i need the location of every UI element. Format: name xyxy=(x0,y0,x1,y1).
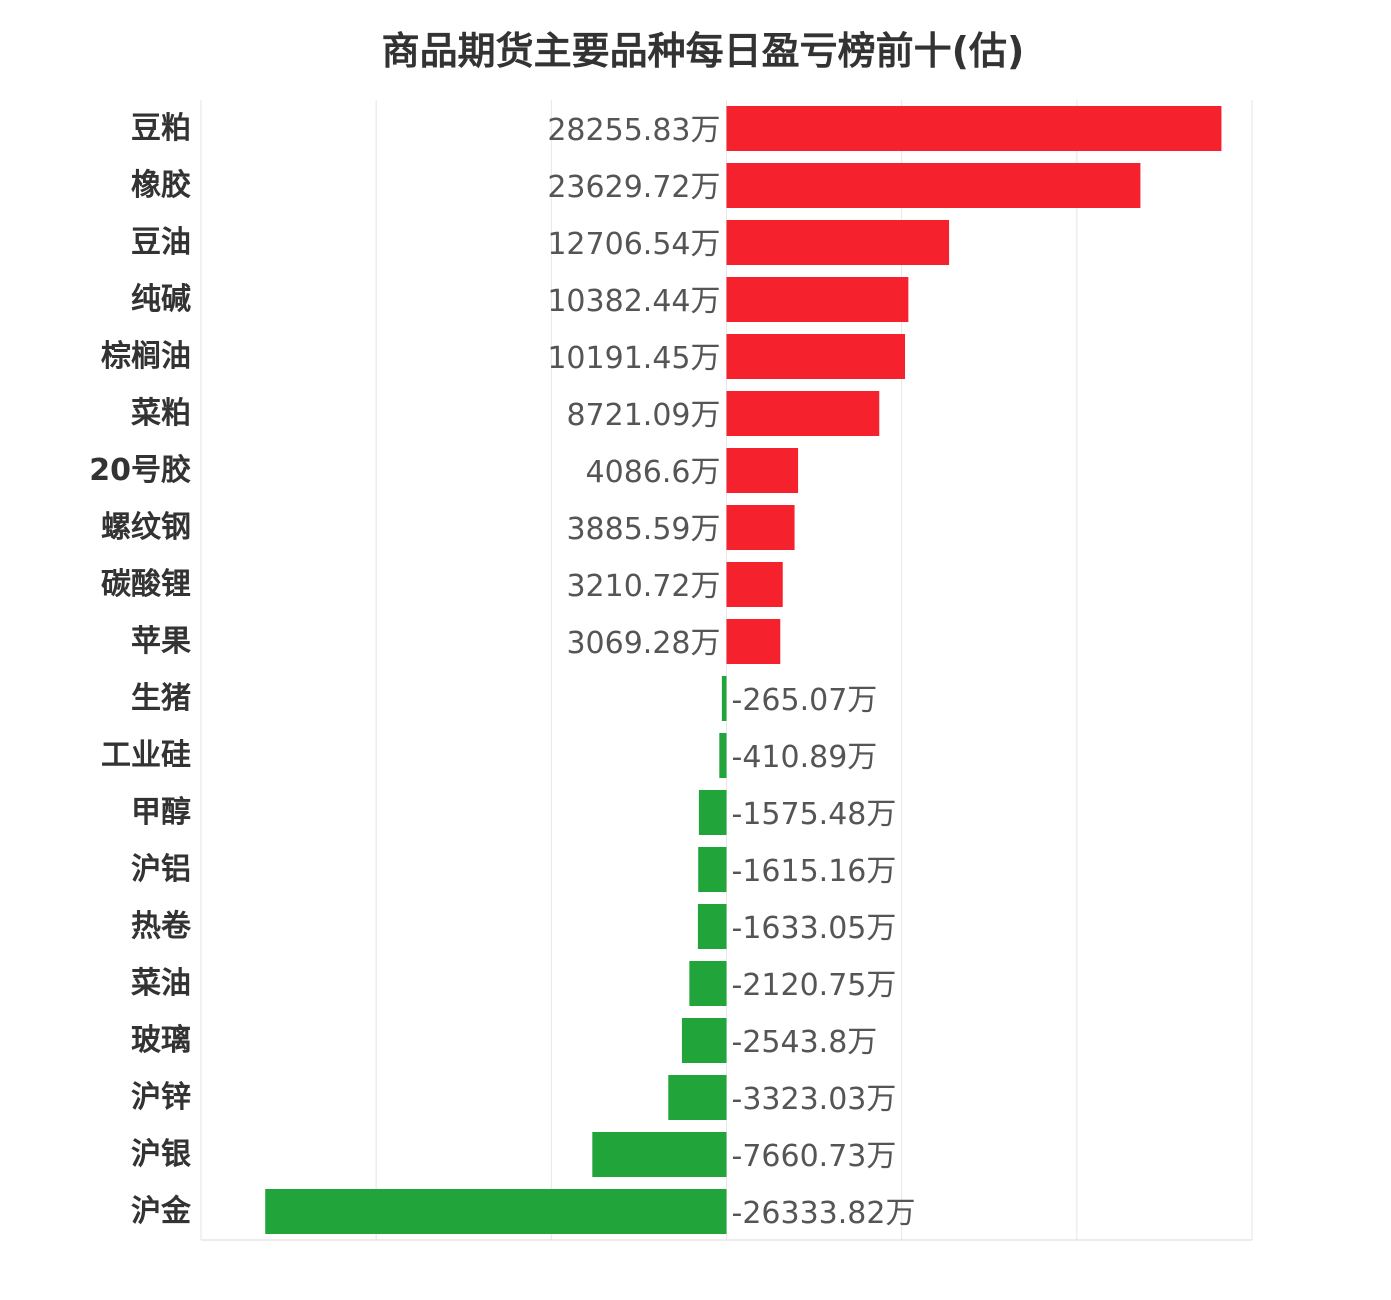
category-label: 生猪 xyxy=(131,681,191,716)
bar xyxy=(726,505,795,550)
bar xyxy=(726,220,950,265)
value-label: 12706.54万 xyxy=(547,227,720,262)
category-label: 菜油 xyxy=(131,966,191,1001)
category-label: 沪金 xyxy=(131,1194,192,1229)
value-label: -3323.03万 xyxy=(732,1082,897,1117)
category-label: 沪锌 xyxy=(131,1080,191,1115)
category-label: 苹果 xyxy=(131,624,191,659)
value-label: 28255.83万 xyxy=(547,113,720,148)
bar xyxy=(668,1075,727,1120)
bar xyxy=(726,334,906,379)
value-label: 3210.72万 xyxy=(566,569,720,604)
value-label: -1633.05万 xyxy=(732,911,897,946)
grid-layer xyxy=(200,100,1253,1241)
category-label: 20号胶 xyxy=(89,453,191,488)
bar xyxy=(265,1189,727,1234)
value-label: 3069.28万 xyxy=(566,626,720,661)
category-label: 菜粕 xyxy=(131,396,191,431)
category-label: 沪银 xyxy=(131,1137,191,1172)
bar xyxy=(726,391,880,436)
value-label: -1575.48万 xyxy=(732,797,897,832)
category-label: 豆油 xyxy=(131,225,191,260)
bar xyxy=(726,619,781,664)
category-label: 碳酸锂 xyxy=(101,567,191,602)
bar xyxy=(726,106,1222,151)
value-label: 10382.44万 xyxy=(547,284,720,319)
category-label: 热卷 xyxy=(131,909,192,944)
bar xyxy=(681,1018,727,1063)
category-label: 螺纹钢 xyxy=(101,510,191,545)
category-label: 甲醇 xyxy=(131,795,191,830)
value-label: -7660.73万 xyxy=(732,1139,897,1174)
value-label: -265.07万 xyxy=(732,683,878,718)
bar xyxy=(726,163,1141,208)
bar xyxy=(726,448,799,493)
bar xyxy=(697,904,727,949)
value-label: 10191.45万 xyxy=(547,341,720,376)
value-label: -2543.8万 xyxy=(732,1025,878,1060)
category-label: 橡胶 xyxy=(131,168,191,203)
bar xyxy=(726,562,783,607)
category-label: 工业硅 xyxy=(101,738,191,773)
value-label: -2120.75万 xyxy=(732,968,897,1003)
value-label: 4086.6万 xyxy=(586,455,721,490)
bar xyxy=(698,790,727,835)
bar xyxy=(689,961,727,1006)
value-label: 23629.72万 xyxy=(547,170,720,205)
bar xyxy=(719,733,727,778)
bar xyxy=(698,847,727,892)
category-label: 沪铝 xyxy=(131,852,191,887)
category-label: 玻璃 xyxy=(131,1023,191,1058)
chart-title: 商品期货主要品种每日盈亏榜前十(估) xyxy=(381,29,1025,73)
value-label: -26333.82万 xyxy=(732,1196,916,1231)
value-label: 3885.59万 xyxy=(566,512,720,547)
bar xyxy=(726,277,909,322)
category-label: 纯碱 xyxy=(131,282,191,317)
value-label: -1615.16万 xyxy=(732,854,897,889)
bar xyxy=(592,1132,727,1177)
category-label: 棕榈油 xyxy=(101,339,191,374)
value-label: -410.89万 xyxy=(732,740,878,775)
value-label: 8721.09万 xyxy=(566,398,720,433)
bar-layer xyxy=(265,106,1222,1234)
category-label: 豆粕 xyxy=(131,111,191,146)
bar xyxy=(721,676,727,721)
